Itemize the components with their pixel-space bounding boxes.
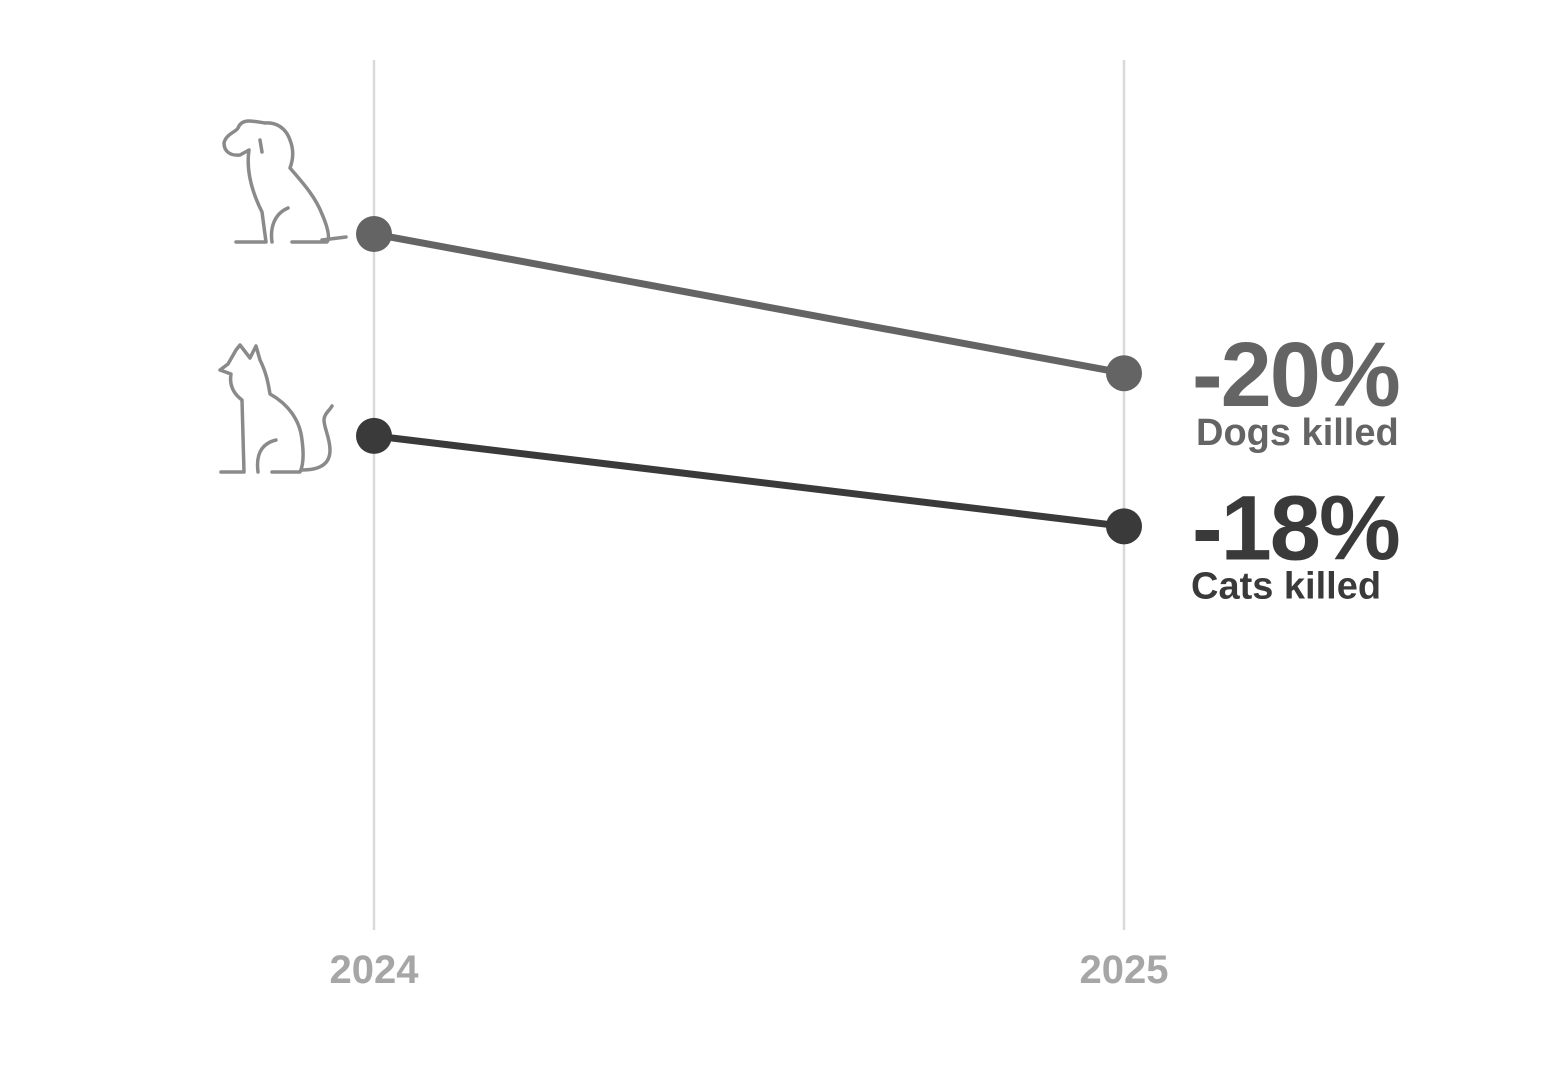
point-dogs-2024 xyxy=(356,216,392,252)
change-label-cats: -18% xyxy=(1192,477,1399,579)
series-line-dogs xyxy=(370,230,1128,377)
dog-icon xyxy=(222,119,348,244)
series-label-dogs: Dogs killed xyxy=(1196,412,1399,454)
x-tick-label-2024: 2024 xyxy=(330,948,420,992)
point-dogs-2025 xyxy=(1106,355,1142,392)
point-cats-2024 xyxy=(356,417,392,454)
x-tick-label-2025: 2025 xyxy=(1080,948,1169,992)
point-cats-2025 xyxy=(1106,508,1142,545)
change-label-dogs: -20% xyxy=(1192,324,1399,426)
series-line-cats xyxy=(370,432,1128,530)
series-label-cats: Cats killed xyxy=(1191,565,1381,607)
cat-icon xyxy=(218,343,334,474)
